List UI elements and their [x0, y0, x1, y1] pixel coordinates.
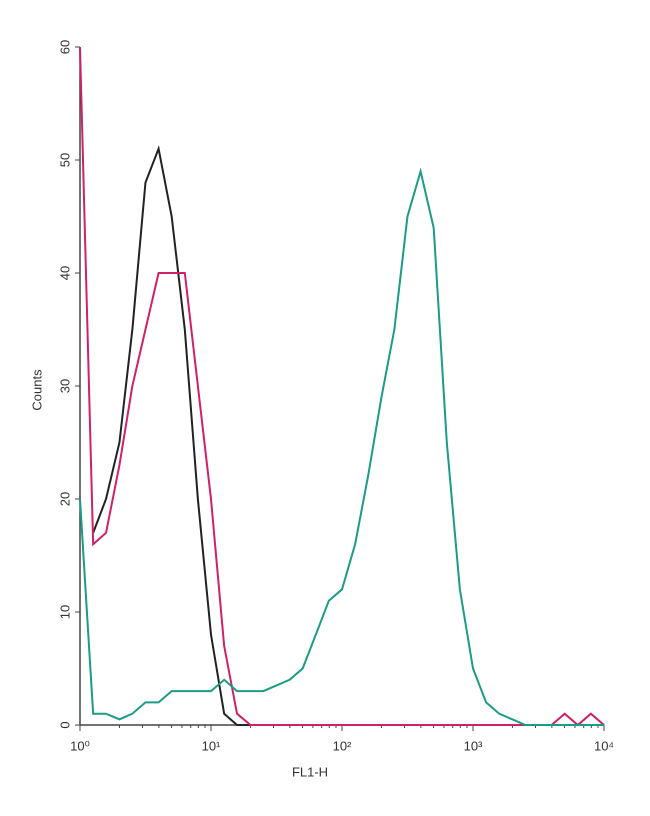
x-tick-label: 10² — [333, 738, 352, 753]
series-line — [79, 167, 604, 726]
y-tick-label: 10 — [57, 605, 72, 619]
y-tick-label: 20 — [57, 492, 72, 506]
x-tick-label: 10¹ — [202, 738, 221, 753]
y-axis-label: Counts — [29, 369, 44, 411]
y-tick-label: 60 — [57, 40, 72, 54]
x-tick-label: 10⁰ — [70, 738, 90, 753]
y-tick-label: 40 — [57, 266, 72, 280]
y-tick-label: 0 — [57, 721, 72, 728]
y-tick-label: 30 — [57, 379, 72, 393]
series-line — [92, 145, 604, 726]
x-tick-label: 10⁴ — [594, 738, 614, 753]
y-tick-label: 50 — [57, 153, 72, 167]
x-axis-label: FL1-H — [292, 764, 328, 779]
series-line — [79, 46, 605, 727]
x-tick-label: 10³ — [464, 738, 483, 753]
